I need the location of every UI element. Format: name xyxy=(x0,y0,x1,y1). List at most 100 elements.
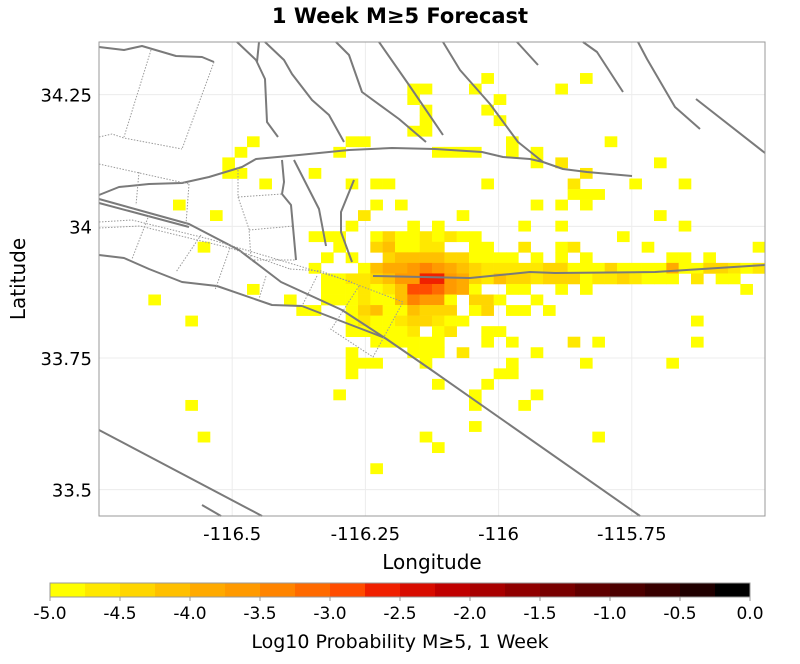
heat-cell xyxy=(617,231,630,243)
dotted-fault xyxy=(175,234,202,273)
heat-cell xyxy=(481,178,494,190)
fault-line xyxy=(98,147,633,196)
heat-cell xyxy=(345,220,359,232)
heat-cell xyxy=(666,273,679,285)
heat-cell xyxy=(432,315,445,327)
x-tick-label: -115.75 xyxy=(597,524,666,545)
heat-cell xyxy=(308,262,322,274)
heat-cell xyxy=(555,283,568,295)
heat-cell xyxy=(419,273,433,285)
heat-cell xyxy=(358,273,371,285)
dotted-fault xyxy=(237,167,252,260)
fault-line xyxy=(582,41,624,93)
heat-cell xyxy=(358,210,371,221)
heat-cell xyxy=(530,294,544,306)
heat-cell xyxy=(197,431,211,443)
heat-cell xyxy=(382,273,396,285)
heat-cell xyxy=(419,315,433,327)
heat-cell xyxy=(481,252,494,264)
colorbar-tick-label: -4.5 xyxy=(103,604,136,624)
heat-cell xyxy=(580,273,593,285)
heat-cell xyxy=(222,167,235,179)
heat-cell xyxy=(370,357,383,369)
heat-cell xyxy=(530,157,544,169)
heat-cell xyxy=(432,294,445,306)
colorbar-bin xyxy=(155,583,191,597)
heat-cell xyxy=(432,220,445,232)
colorbar-bin xyxy=(365,583,401,597)
heat-cell xyxy=(173,199,186,211)
heat-cell xyxy=(752,262,766,274)
heat-cell xyxy=(506,357,519,369)
heat-cell xyxy=(382,336,396,348)
heat-cell xyxy=(432,326,445,338)
heat-cell xyxy=(345,283,359,295)
fault-line xyxy=(372,264,766,279)
colorbar-bin xyxy=(120,583,156,597)
heat-cell xyxy=(530,262,544,274)
dotted-fault xyxy=(98,133,183,150)
heat-cell xyxy=(518,399,531,411)
heat-cell xyxy=(691,273,704,285)
heat-cell xyxy=(382,252,396,264)
heat-cell xyxy=(493,262,507,274)
heat-cell xyxy=(518,273,531,285)
dotted-fault xyxy=(98,219,353,283)
heat-cell xyxy=(407,83,420,95)
heat-cell xyxy=(469,305,482,316)
heat-cell xyxy=(419,347,433,359)
heat-cell xyxy=(752,241,766,253)
colorbar-bin xyxy=(50,583,86,597)
heat-cell xyxy=(222,157,235,169)
heat-cell xyxy=(407,231,420,243)
heat-cell xyxy=(506,273,519,285)
heat-cell xyxy=(506,283,519,295)
heat-cell xyxy=(543,305,556,316)
heat-cell xyxy=(493,115,507,127)
heat-cell xyxy=(654,262,667,274)
heat-cell xyxy=(530,347,544,359)
heat-cell xyxy=(715,273,729,285)
heat-cell xyxy=(456,231,470,243)
heat-cell xyxy=(481,241,494,253)
heat-cell xyxy=(555,252,568,264)
heat-cell xyxy=(592,189,605,200)
fault-line xyxy=(340,179,355,263)
x-axis-label: Longitude xyxy=(382,550,481,574)
heat-cell xyxy=(530,146,544,158)
heat-cell xyxy=(358,315,371,327)
heat-cell xyxy=(345,136,359,148)
heat-cell xyxy=(345,273,359,285)
heat-cell xyxy=(530,273,544,285)
heat-cell xyxy=(703,252,716,264)
heat-cell xyxy=(407,336,420,348)
heat-cell xyxy=(419,262,433,274)
heat-cell xyxy=(345,326,359,338)
heat-cell xyxy=(444,326,457,338)
heat-cell xyxy=(604,273,618,285)
x-tick-label: -116 xyxy=(478,524,519,545)
heat-cell xyxy=(370,283,383,295)
chart-title: 1 Week M≥5 Forecast xyxy=(272,4,528,28)
heat-cell xyxy=(444,294,457,306)
dotted-fault xyxy=(181,61,215,150)
heat-cell xyxy=(432,262,445,274)
heat-cell xyxy=(407,94,420,105)
heat-cell xyxy=(506,262,519,274)
heat-cell xyxy=(382,241,396,253)
fault-line xyxy=(98,198,641,517)
heat-cell xyxy=(407,252,420,264)
heat-cell xyxy=(395,199,408,211)
heat-cell xyxy=(469,399,482,411)
heat-cell xyxy=(530,199,544,211)
heat-cell xyxy=(370,305,383,316)
dotted-fault xyxy=(123,49,152,138)
heat-cell xyxy=(234,167,248,179)
heat-cell xyxy=(370,463,383,475)
heat-cell xyxy=(407,315,420,327)
heat-cell xyxy=(493,273,507,285)
colorbar-bin xyxy=(400,583,436,597)
heat-cell xyxy=(555,273,568,285)
heat-cell xyxy=(333,273,346,285)
heat-cell xyxy=(407,326,420,338)
